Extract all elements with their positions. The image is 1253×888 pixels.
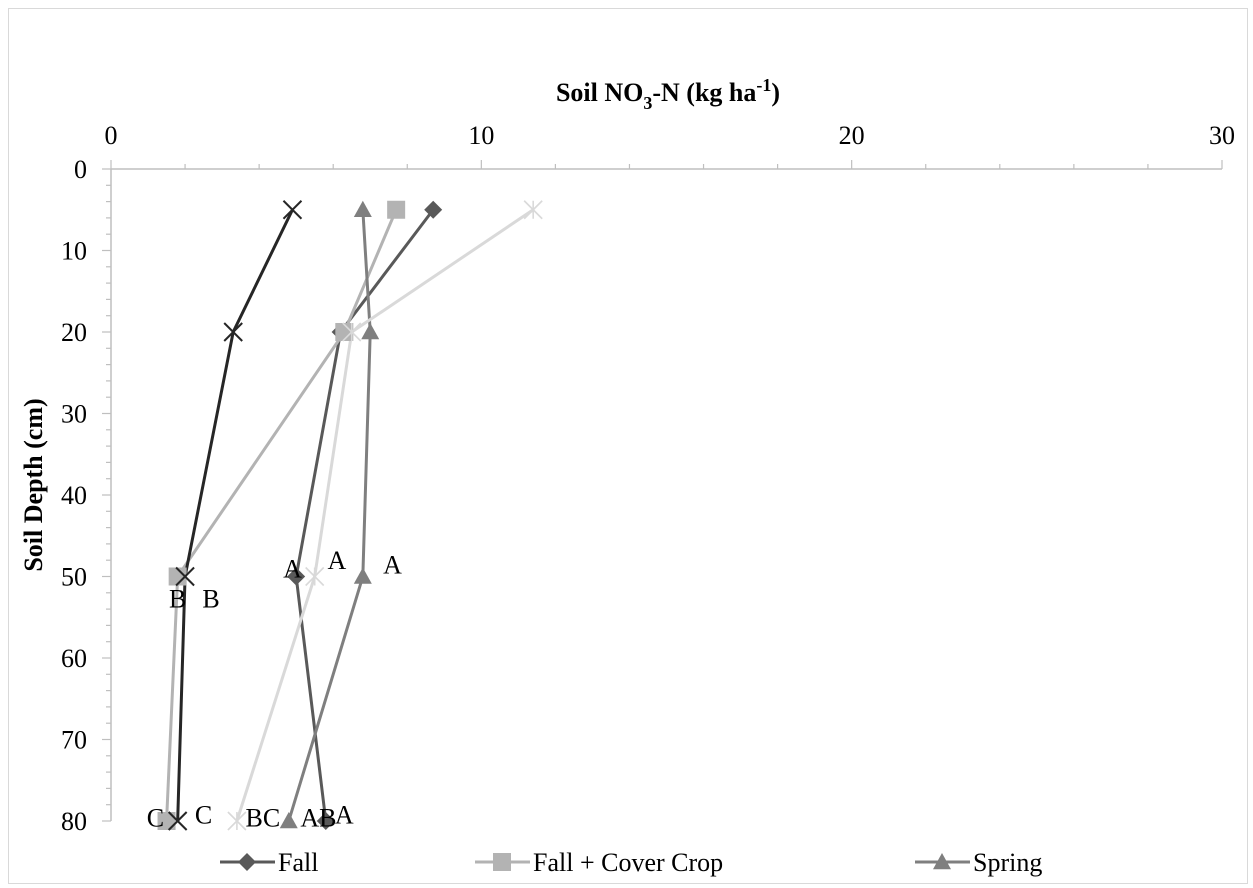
- series-line-1: [165, 209, 398, 822]
- legend-marker: [493, 853, 511, 871]
- chart-title: Soil NO3-N (kg ha-1): [556, 75, 780, 113]
- y-tick-label: 20: [61, 318, 87, 347]
- data-point-0-2: [287, 567, 306, 586]
- x-tick-label: 20: [839, 121, 865, 150]
- axes: 0 10 20 30 0 10 20 30 40 50 60 70 80: [61, 121, 1235, 836]
- data-point-1-1: [335, 323, 354, 341]
- significance-letter: BC: [245, 804, 280, 833]
- data-point-0-3: [316, 812, 335, 830]
- data-point-2-3: [279, 812, 298, 829]
- legend-label: Spring: [973, 848, 1042, 877]
- data-point-4-2: [175, 566, 195, 587]
- data-point-2-1: [361, 323, 380, 340]
- legend-label: Fall: [278, 848, 318, 877]
- title-superscript: -1: [756, 75, 771, 95]
- title-main: Soil NO: [556, 78, 643, 107]
- x-tick-label: 10: [468, 121, 494, 150]
- series-line-0: [294, 208, 435, 822]
- y-tick-label: 50: [61, 563, 87, 592]
- data-point-4-3: [167, 811, 188, 831]
- x-tick-label: 0: [105, 121, 118, 150]
- legend-marker: [933, 853, 951, 870]
- significance-letter: C: [195, 800, 212, 829]
- data-point-1-0: [387, 200, 406, 219]
- y-tick-label: 80: [61, 807, 87, 836]
- significance-letter: B: [169, 585, 186, 614]
- y-tick-label: 40: [61, 481, 87, 510]
- data-point-4-0: [282, 200, 303, 220]
- series-line-2: [287, 209, 372, 822]
- significance-letter: A: [328, 546, 347, 575]
- significance-letter: A: [383, 550, 402, 579]
- series-line-3: [235, 208, 535, 822]
- significance-letter: A: [283, 554, 302, 583]
- data-point-3-3: [227, 811, 247, 831]
- legend: Fall Fall + Cover Crop Spring: [220, 848, 1042, 877]
- y-tick-label: 0: [74, 155, 87, 184]
- significance-letter: AB: [300, 804, 336, 833]
- legend-marker: [238, 853, 256, 871]
- legend-label: Fall + Cover Crop: [533, 848, 723, 877]
- significance-letter: B: [202, 585, 219, 614]
- title-mid: -N (kg ha: [652, 78, 756, 107]
- data-point-2-0: [353, 200, 372, 217]
- series-line-4: [176, 209, 294, 822]
- legend-item-0: Fall: [220, 848, 318, 877]
- data-point-3-1: [342, 322, 362, 342]
- significance-letters: A A AB BC C BC ABA: [147, 546, 402, 833]
- significance-letter: A: [335, 800, 354, 829]
- data-point-1-3: [157, 812, 176, 830]
- data-point-2-2: [353, 567, 372, 584]
- legend-item-1: Fall + Cover Crop: [475, 848, 723, 877]
- data-point-0-0: [424, 200, 443, 219]
- data-point-1-2: [168, 567, 187, 586]
- data-point-4-1: [223, 322, 243, 342]
- title-end: ): [771, 78, 780, 107]
- y-tick-label: 30: [61, 400, 87, 429]
- data-point-3-0: [523, 200, 543, 220]
- y-tick-label: 70: [61, 726, 87, 755]
- y-tick-label: 10: [61, 237, 87, 266]
- series-markers: [157, 200, 543, 831]
- y-tick-label: 60: [61, 644, 87, 673]
- x-tick-label: 30: [1209, 121, 1235, 150]
- title-subscript: 3: [643, 93, 652, 113]
- significance-letter: C: [147, 804, 164, 833]
- legend-item-2: Spring: [915, 848, 1042, 877]
- chart-frame: [8, 8, 1248, 884]
- series-lines: [165, 208, 535, 822]
- y-axis-title: Soil Depth (cm): [19, 398, 48, 571]
- data-point-3-2: [305, 566, 325, 587]
